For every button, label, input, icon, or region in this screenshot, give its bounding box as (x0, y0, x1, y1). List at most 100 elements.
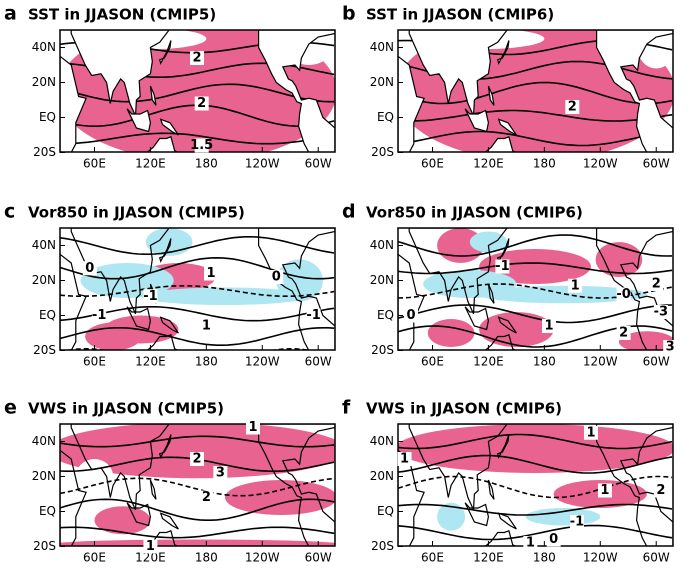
x-tick-label: 60E (421, 157, 444, 171)
coastline (464, 108, 490, 133)
x-tick-label: 180 (195, 157, 218, 171)
contour (398, 109, 673, 122)
contour (60, 435, 335, 448)
contour (398, 475, 673, 499)
y-tick-label: 20N (370, 469, 394, 483)
contour-label: -0 (616, 287, 630, 302)
coastline (496, 434, 510, 459)
x-tick-label: 60E (83, 157, 106, 171)
frame (397, 29, 674, 153)
coastline (408, 424, 508, 511)
shading (427, 319, 475, 347)
shading (479, 285, 647, 304)
x-tick-label: 120E (473, 551, 504, 565)
y-tick-label: 20S (33, 145, 56, 159)
contour (60, 477, 335, 497)
contour-label: 1 (571, 278, 580, 293)
contour-label: -1 (306, 308, 320, 323)
coastline (159, 316, 179, 334)
contour-label: 1 (146, 539, 155, 554)
contour-label-bg (568, 278, 583, 293)
coastline (159, 118, 179, 136)
x-tick-label: 60W (305, 355, 332, 369)
contour-label: 2 (197, 96, 206, 111)
contour-label-bg (616, 326, 631, 340)
panel-letter: e (4, 397, 17, 419)
contour-label: 2 (202, 490, 211, 505)
coastline (482, 530, 517, 546)
coastline (487, 479, 495, 500)
contour-label: -1 (143, 289, 157, 304)
shading (141, 287, 309, 305)
panel: f VWS in JJASON (CMIP6) 60E 120E 180 120W 60W 4… (342, 397, 674, 565)
contour-label-bg (199, 490, 214, 505)
y-tick-label: EQ (39, 504, 56, 518)
contour-label-bg (190, 452, 205, 466)
x-tick-label: 180 (533, 355, 556, 369)
x-tick-label: 60W (643, 355, 670, 369)
shading (75, 459, 114, 494)
x-tick-label: 180 (533, 157, 556, 171)
shading (469, 231, 508, 253)
coastline (497, 512, 517, 530)
shading (276, 259, 323, 302)
coastline (126, 306, 152, 331)
coastline (149, 85, 157, 106)
coastline (596, 424, 673, 546)
contour (398, 524, 673, 541)
contour-label: 0 (407, 308, 416, 323)
coastline (126, 502, 152, 527)
contour-label: -3 (654, 305, 668, 320)
coastline (496, 40, 510, 65)
y-tick-label: EQ (377, 110, 394, 124)
shading (479, 249, 591, 284)
contour-label-bg (213, 466, 228, 480)
contour (398, 454, 673, 474)
coastline (70, 228, 170, 315)
contour-label-bg (653, 305, 668, 319)
contour-label-bg (616, 287, 631, 302)
contour-label-bg (649, 277, 664, 291)
panel-title: SST in JJASON (CMIP6) (366, 6, 554, 24)
x-tick-label: 60W (305, 157, 332, 171)
shading (479, 312, 554, 347)
x-tick-label: 120W (583, 355, 618, 369)
coastline (60, 55, 87, 152)
coastline (482, 334, 517, 350)
panel-title: SST in JJASON (CMIP5) (28, 6, 216, 24)
contour (60, 526, 335, 539)
x-tick-label: 120E (473, 355, 504, 369)
contour-label-bg (194, 138, 209, 153)
contour-label-bg (542, 319, 557, 333)
contour-label-bg (569, 515, 584, 529)
y-tick-label: 20N (32, 469, 56, 483)
contour (60, 327, 335, 346)
contour-label-bg (597, 483, 612, 498)
x-tick-label: 120W (583, 551, 618, 565)
panel: b SST in JJASON (CMIP6) 60E 120E 180 120W 60W 4… (342, 3, 674, 171)
contour-label-bg (143, 289, 158, 304)
contour-label: -1 (92, 308, 106, 323)
shading (85, 322, 142, 350)
panel-title: Vor850 in JJASON (CMIP5) (28, 204, 245, 222)
coastline (144, 334, 179, 350)
panel-title: VWS in JJASON (CMIP6) (366, 400, 562, 418)
x-tick-label: 180 (195, 551, 218, 565)
contour (398, 304, 673, 324)
x-tick-label: 60W (643, 551, 670, 565)
contour-label-bg (245, 420, 260, 435)
y-tick-label: 40N (32, 40, 56, 54)
coastline (144, 530, 179, 546)
y-tick-label: 20S (371, 343, 394, 357)
contour (398, 130, 673, 147)
coastline (158, 434, 172, 459)
y-tick-label: 20N (32, 75, 56, 89)
contour-label: 3 (216, 466, 225, 481)
contour (398, 234, 673, 257)
frame (59, 423, 336, 547)
frame (397, 227, 674, 351)
shading (60, 424, 335, 479)
map (60, 424, 335, 546)
shading (398, 424, 673, 473)
contour (60, 83, 335, 103)
